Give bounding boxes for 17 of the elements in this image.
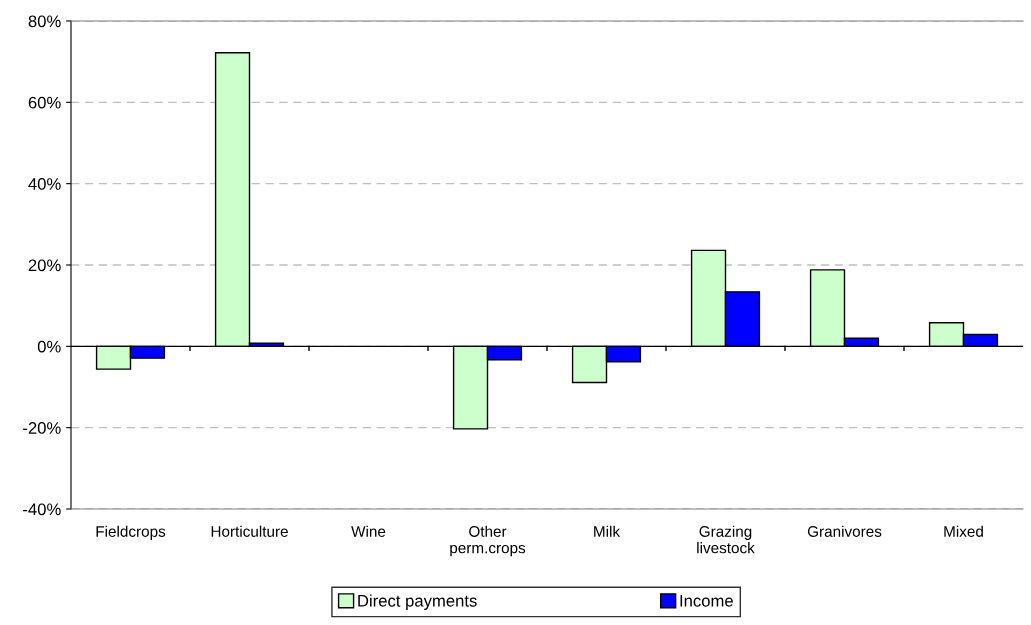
y-tick-label: 20% [28, 259, 61, 272]
x-tick-label: Grazing livestock [697, 525, 755, 554]
y-tick-label: 60% [28, 96, 61, 109]
x-tick-label: Milk [594, 525, 621, 537]
legend-label: Direct payments [358, 594, 477, 610]
y-tick-label: -20% [23, 422, 61, 434]
x-tick-label: Other perm.crops [450, 525, 526, 557]
x-tick-label: Granivores [807, 525, 882, 537]
y-tick-label: -40% [23, 503, 61, 516]
y-tick-label: 80% [28, 15, 61, 28]
x-tick-label: Fieldcrops [96, 525, 166, 540]
legend-label: Income [680, 595, 733, 607]
y-tick-label: 0% [37, 340, 61, 353]
x-tick-label: Mixed [944, 525, 983, 537]
x-tick-label: Horticulture [211, 525, 288, 537]
y-tick-label: 40% [28, 178, 61, 190]
x-tick-label: Wine [351, 525, 386, 537]
